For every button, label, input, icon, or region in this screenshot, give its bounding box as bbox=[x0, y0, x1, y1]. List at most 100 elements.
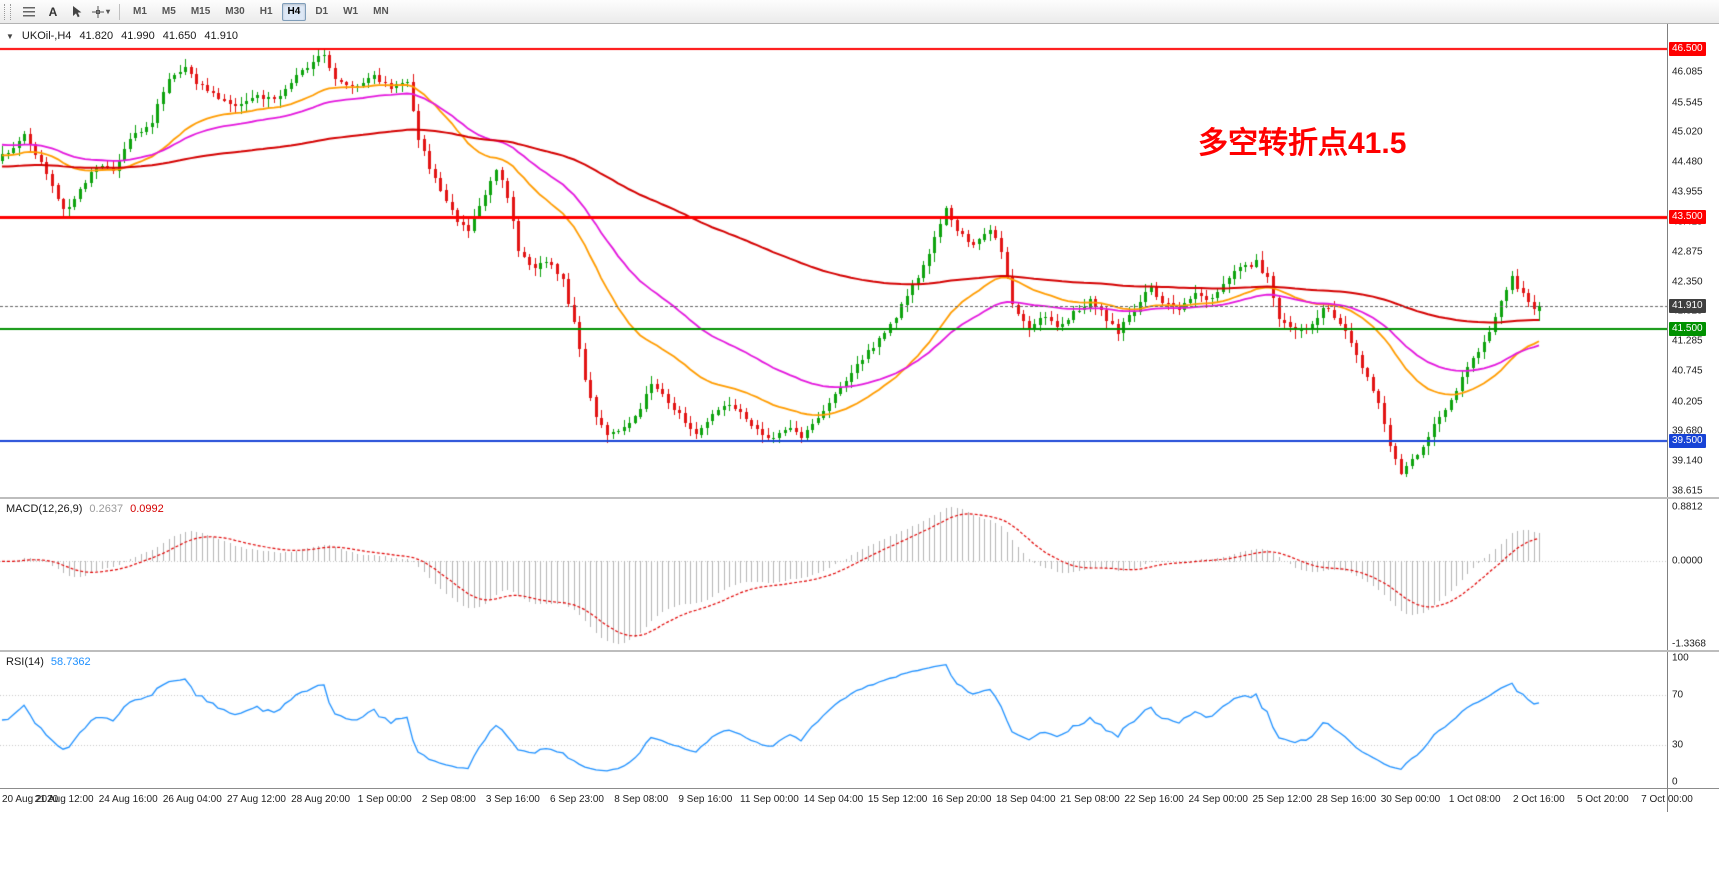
price-axis-label: 38.615 bbox=[1672, 485, 1703, 497]
timeframe-button-h1[interactable]: H1 bbox=[259, 6, 273, 17]
main-chart-canvas[interactable] bbox=[0, 24, 1667, 497]
chart-list-icon bbox=[23, 6, 35, 17]
rsi-name: RSI(14) bbox=[6, 656, 44, 668]
macd-name: MACD(12,26,9) bbox=[6, 503, 83, 515]
rsi-axis-label: 30 bbox=[1672, 739, 1684, 751]
price-axis-label: 41.285 bbox=[1672, 335, 1703, 347]
price-axis-label: 43.955 bbox=[1672, 186, 1703, 198]
macd-canvas[interactable] bbox=[0, 499, 1667, 650]
time-axis-label: 26 Aug 04:00 bbox=[162, 794, 222, 805]
toolbar-drag-handle[interactable] bbox=[4, 3, 11, 20]
price-badge-39500: 39.500 bbox=[1669, 434, 1706, 448]
time-axis-label: 14 Sep 04:00 bbox=[803, 794, 864, 805]
rsi-pane: RSI(14) 58.7362 100 70 30 0 bbox=[0, 650, 1719, 788]
low-value: 41.650 bbox=[162, 30, 197, 42]
time-axis-label: 21 Aug 12:00 bbox=[34, 794, 94, 805]
rsi-axis[interactable]: 100 70 30 0 bbox=[1667, 652, 1719, 788]
time-axis-label: 11 Sep 00:00 bbox=[740, 794, 799, 805]
price-axis-label: 42.350 bbox=[1672, 276, 1703, 287]
cursor-tool-icon bbox=[72, 6, 81, 18]
macd-pane: MACD(12,26,9) 0.2637 0.0992 0.8812 0.0000… bbox=[0, 497, 1719, 650]
chart-dropdown-icon: ▼ bbox=[6, 31, 14, 41]
timeframe-button-m15[interactable]: M15 bbox=[190, 6, 211, 17]
time-axis-label: 27 Aug 12:00 bbox=[227, 794, 286, 805]
time-axis-label: 2 Oct 16:00 bbox=[1512, 794, 1565, 805]
time-axis-label: 24 Sep 00:00 bbox=[1188, 794, 1248, 805]
rsi-axis-label: 70 bbox=[1672, 689, 1684, 701]
rsi-axis-label: 0 bbox=[1672, 776, 1678, 788]
cursor-tool-button[interactable] bbox=[66, 2, 88, 22]
rsi-label: RSI(14) 58.7362 bbox=[6, 656, 91, 668]
rsi-canvas[interactable] bbox=[0, 652, 1667, 788]
time-axis-label: 1 Oct 08:00 bbox=[1448, 794, 1501, 805]
time-axis-label: 3 Sep 16:00 bbox=[485, 794, 540, 805]
close-value: 41.910 bbox=[204, 30, 239, 42]
timeframe-button-h4[interactable]: H4 bbox=[281, 2, 307, 21]
macd-signal-value: 0.0992 bbox=[130, 503, 164, 515]
high-value: 41.990 bbox=[121, 30, 155, 42]
time-axis[interactable]: 20 Aug 2020 21 Aug 12:00 24 Aug 16:00 26 Au… bbox=[0, 788, 1719, 812]
price-badge-46500: 46.500 bbox=[1669, 42, 1706, 57]
line-tools-dropdown-button[interactable]: ▾ bbox=[90, 2, 112, 22]
time-axis-label: 25 Sep 12:00 bbox=[1252, 794, 1313, 805]
time-axis-label: 30 Sep 00:00 bbox=[1380, 794, 1441, 805]
time-axis-label: 5 Oct 20:00 bbox=[1577, 794, 1629, 805]
chart-title: ▼ UKOil-,H4 41.820 41.990 41.650 41.910 bbox=[6, 30, 238, 42]
price-axis[interactable]: 46.08545.54545.02044.48043.95543.41542.8… bbox=[1667, 24, 1719, 497]
annotation-text: 多空转折点41.5 bbox=[1198, 127, 1407, 160]
rsi-axis-label: 100 bbox=[1672, 652, 1689, 664]
bottom-whitespace bbox=[0, 812, 1719, 890]
toolbar: A ▾ M1 M5 M15 M30 H1 H4 D1 W1 MN bbox=[0, 0, 1719, 24]
time-axis-label: 28 Aug 20:00 bbox=[291, 794, 351, 805]
open-value: 41.820 bbox=[79, 30, 114, 42]
timeframe-toolbar: M1 M5 M15 M30 H1 H4 D1 W1 MN bbox=[127, 2, 395, 21]
macd-axis-label: 0.0000 bbox=[1672, 555, 1703, 567]
timeframe-button-m1[interactable]: M1 bbox=[133, 6, 147, 17]
price-badge-41910: 41.910 bbox=[1669, 299, 1706, 314]
price-axis-label: 42.875 bbox=[1672, 246, 1703, 258]
price-axis-label: 46.085 bbox=[1672, 66, 1703, 78]
price-axis-label: 44.480 bbox=[1672, 156, 1703, 168]
time-axis-label: 21 Sep 08:00 bbox=[1060, 794, 1120, 805]
time-axis-label: 8 Sep 08:00 bbox=[614, 794, 669, 805]
macd-main-value: 0.2637 bbox=[89, 503, 124, 515]
chart-list-button[interactable] bbox=[18, 2, 40, 22]
time-axis-label: 28 Sep 16:00 bbox=[1316, 794, 1377, 805]
price-axis-label: 39.680 bbox=[1672, 425, 1703, 437]
rsi-value: 58.7362 bbox=[50, 656, 91, 668]
time-axis-label: 15 Sep 12:00 bbox=[867, 794, 928, 805]
time-axis-label: 6 Sep 23:00 bbox=[550, 794, 604, 805]
time-axis-label: 2 Sep 08:00 bbox=[421, 794, 476, 805]
timeframe-button-m5[interactable]: M5 bbox=[161, 6, 176, 17]
axis-corner bbox=[1667, 789, 1719, 812]
time-axis-label: 24 Aug 16:00 bbox=[98, 794, 158, 805]
price-badge-41500: 41.500 bbox=[1669, 322, 1706, 337]
macd-axis[interactable]: 0.8812 0.0000 -1.3368 bbox=[1667, 499, 1719, 650]
symbol-period-label: UKOil-,H4 bbox=[21, 30, 72, 42]
main-chart-pane: ▼ UKOil-,H4 41.820 41.990 41.650 41.910 … bbox=[0, 24, 1719, 497]
timeframe-button-w1[interactable]: W1 bbox=[343, 6, 359, 17]
macd-axis-label: 0.8812 bbox=[1672, 501, 1703, 513]
price-axis-label: 40.205 bbox=[1672, 396, 1703, 408]
time-axis-label: 20 Aug 2020 bbox=[2, 794, 59, 805]
text-tool-label: A bbox=[48, 4, 58, 19]
macd-label: MACD(12,26,9) 0.2637 0.0992 bbox=[6, 503, 164, 515]
price-axis-label: 40.745 bbox=[1672, 365, 1703, 377]
macd-axis-label: -1.3368 bbox=[1672, 638, 1706, 650]
timeframe-button-m30[interactable]: M30 bbox=[225, 6, 245, 17]
time-axis-label: 1 Sep 00:00 bbox=[357, 794, 412, 805]
timeframe-button-d1[interactable]: D1 bbox=[315, 6, 329, 17]
timeframe-button-mn[interactable]: MN bbox=[373, 6, 389, 17]
price-badge-43500: 43.500 bbox=[1669, 210, 1706, 225]
crosshair-tool-icon bbox=[91, 5, 104, 18]
price-axis-label: 45.020 bbox=[1672, 126, 1703, 138]
time-axis-label: 7 Oct 00:00 bbox=[1641, 794, 1693, 805]
dropdown-caret-icon: ▾ bbox=[105, 7, 110, 16]
time-axis-label: 22 Sep 16:00 bbox=[1124, 794, 1184, 805]
text-label-tool-button[interactable]: A bbox=[42, 2, 64, 22]
toolbar-separator bbox=[119, 3, 120, 20]
time-axis-label: 18 Sep 04:00 bbox=[996, 794, 1056, 805]
price-axis-label: 39.140 bbox=[1672, 455, 1703, 467]
time-axis-label: 16 Sep 20:00 bbox=[931, 794, 992, 805]
